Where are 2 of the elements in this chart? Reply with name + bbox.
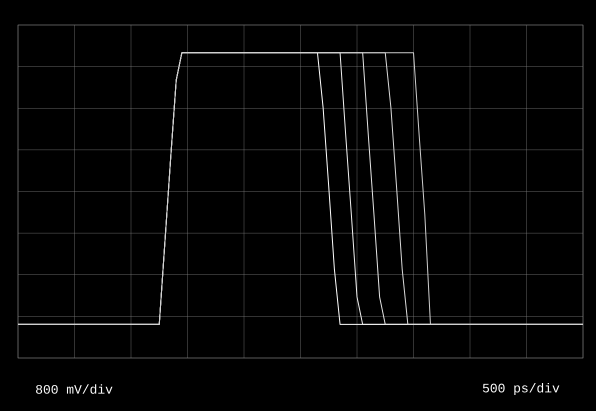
text: 800 mV/div	[36, 384, 112, 394]
text: 500 ps/div	[482, 382, 560, 396]
